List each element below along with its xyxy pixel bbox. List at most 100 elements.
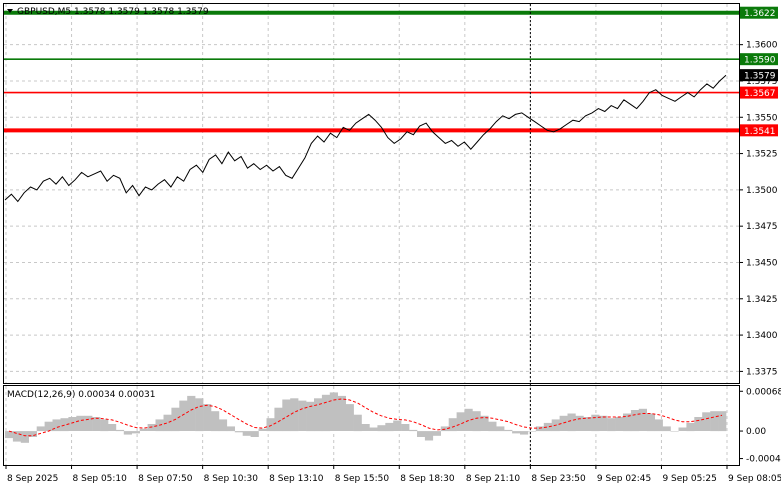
macd-bar [314,398,323,432]
macd-bar [28,431,37,437]
macd-bar [385,422,394,432]
macd-bar [274,407,283,432]
macd-bar [424,431,434,441]
macd-bar [345,404,354,431]
macd-bar [646,413,655,432]
macd-bar [211,411,220,432]
macd-bar [567,413,576,432]
price-series [4,74,727,203]
price-line [4,74,727,203]
macd-bar [527,431,537,432]
macd-bar [638,408,647,431]
macd-bar [623,413,632,432]
macd-bar [654,419,663,432]
time-tick-label: 9 Sep 05:25 [662,474,716,484]
macd-bar [147,424,156,431]
macd-bar [559,415,568,431]
price-axis: 1.3600 1.3575 1.3550 1.3525 1.3500 1.3475 1.34… [739,41,778,377]
macd-bar [393,420,402,431]
macd-bar [353,414,362,432]
macd-bar [686,422,695,432]
level-tag [740,124,778,137]
macd-bar [432,431,441,436]
price-tick-label: 1.3450 [746,258,778,268]
level-tag [740,6,778,19]
macd-bar [678,427,687,431]
macd-bar [702,412,711,431]
time-tick-label: 8 Sep 23:50 [531,474,586,484]
macd-bar [361,424,370,431]
macd-bar [377,425,386,432]
macd-bar [163,414,172,432]
macd-bar [409,429,418,432]
macd-bar [306,401,315,432]
grid [4,4,739,465]
macd-bar [92,417,101,431]
price-tick-label: 1.3575 [746,77,778,87]
macd-tick-label: 0.00 [746,427,766,437]
macd-bar [108,424,117,431]
macd-bar [12,431,22,442]
price-tick-label: 1.3525 [746,150,778,160]
macd-bar [100,419,109,432]
macd-histogram [5,392,727,443]
macd-bar [250,431,259,437]
time-tick-label: 9 Sep 08:05 [728,474,781,484]
price-tick-label: 1.3500 [746,186,778,196]
macd-bar [20,431,29,443]
time-tick-label: 8 Sep 18:30 [400,474,455,484]
macd-signal [8,398,723,437]
macd-bar [448,418,457,432]
level-tag-label: 1.3622 [744,9,776,19]
macd-bar [36,426,45,432]
time-tick-label: 8 Sep 07:50 [138,474,193,484]
macd-tick-label: 0.00068 [746,387,781,397]
macd-bar [543,422,552,432]
macd-bar [417,431,426,437]
macd-bar [583,417,592,431]
macd-bar [575,415,584,431]
price-tick-label: 1.3400 [746,331,778,341]
macd-bar [76,415,85,431]
macd-bar [282,399,291,432]
price-panel [3,3,740,384]
price-tick-label: 1.3425 [746,295,778,305]
price-tick-label: 1.3550 [746,113,778,123]
macd-bar [139,428,148,431]
macd-bar [266,418,275,432]
macd-bar [298,400,307,431]
macd-bar [5,431,14,439]
macd-bar [694,417,703,431]
macd-bar [401,424,410,431]
macd-bar [234,431,243,433]
macd-bar [496,426,505,432]
macd-info: MACD(12,26,9) 0.00034 0.00031 [7,390,156,400]
macd-axis: 0.00068 0.00 -0.00047 [739,387,781,465]
time-tick-label: 8 Sep 13:10 [269,474,324,484]
symbol-header[interactable]: GBPUSD,M5 1.3578 1.3579 1.3578 1.3579 [7,7,209,17]
time-tick-label: 8 Sep 15:50 [335,474,390,484]
triangle-down-icon[interactable] [7,9,13,13]
price-tick-label: 1.3475 [746,222,778,232]
macd-bar [670,431,679,432]
time-axis: 8 Sep 2025 8 Sep 05:10 8 Sep 07:50 8 Sep 10… [5,465,781,484]
macd-bar [218,419,228,432]
macd-bar [599,415,608,431]
macd-bar [52,419,61,432]
macd-tick-label: -0.00047 [746,455,781,465]
macd-bar [630,410,640,432]
macd-bar [369,427,378,431]
macd-bar [195,398,204,432]
time-tick-label: 8 Sep 21:10 [466,474,521,484]
current-price-label: 1.3579 [744,72,776,82]
macd-bar [591,414,600,432]
macd-bar [44,421,53,432]
level-tag-label: 1.3567 [744,89,776,99]
price-tags: 1.3622 1.3590 1.3567 1.3541 1.3579 [740,6,778,137]
macd-bar [290,398,299,432]
time-tick-label: 8 Sep 05:10 [73,474,128,484]
macd-bar [226,426,235,432]
macd-bar [520,431,529,435]
macd-bar [718,411,727,432]
